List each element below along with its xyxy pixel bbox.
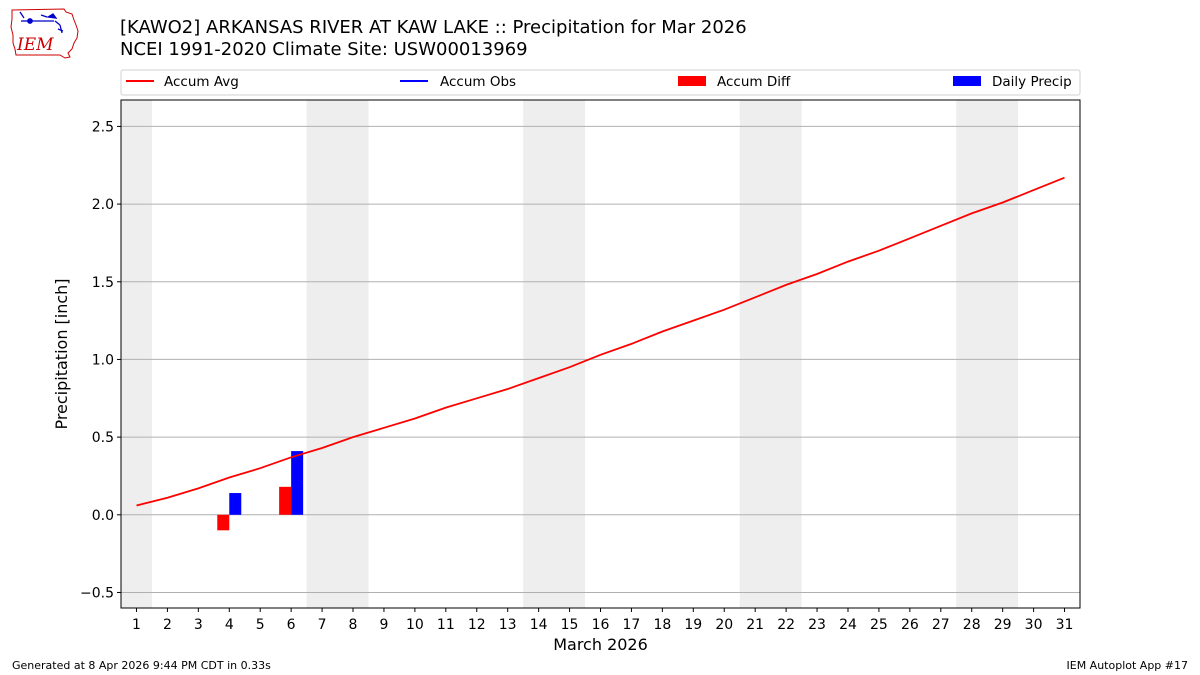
- accum-diff-bar: [279, 486, 292, 515]
- x-tick-label: 8: [349, 617, 358, 633]
- x-tick-label: 22: [777, 617, 795, 633]
- x-tick-label: 17: [623, 617, 641, 633]
- iowa-state-outline: [10, 8, 79, 59]
- x-tick-label: 3: [194, 617, 203, 633]
- daily-precip-bar: [291, 451, 304, 515]
- y-tick-label: 2.0: [92, 197, 114, 213]
- x-tick-label: 18: [653, 617, 671, 633]
- legend-swatch: [953, 76, 981, 86]
- x-tick-label: 30: [1025, 617, 1043, 633]
- chart-subtitle: NCEI 1991-2020 Climate Site: USW00013969: [120, 39, 528, 60]
- legend-box: [120, 69, 1081, 96]
- weather-symbols-icon: [19, 11, 64, 34]
- x-axis-label: March 2026: [553, 635, 648, 654]
- x-tick-label: 14: [530, 617, 548, 633]
- legend-label: Accum Diff: [717, 74, 791, 90]
- logo-text: IEM: [16, 35, 54, 55]
- y-tick-label: 2.5: [92, 119, 114, 135]
- accum-avg-line: [136, 176, 1065, 507]
- legend-label: Accum Obs: [440, 74, 516, 90]
- weekend-band: [306, 100, 369, 608]
- y-tick-label: 1.0: [92, 352, 114, 368]
- weekend-band: [523, 100, 586, 608]
- x-tick-label: 29: [994, 617, 1012, 633]
- x-tick-label: 2: [163, 617, 172, 633]
- x-tick-label: 13: [499, 617, 517, 633]
- x-tick-label: 24: [839, 617, 857, 633]
- x-tick-label: 20: [715, 617, 733, 633]
- x-tick-label: 16: [592, 617, 610, 633]
- x-tick-label: 21: [746, 617, 764, 633]
- x-tick-label: 11: [437, 617, 455, 633]
- x-tick-label: 27: [932, 617, 950, 633]
- generated-timestamp: Generated at 8 Apr 2026 9:44 PM CDT in 0…: [12, 659, 271, 672]
- app-credit: IEM Autoplot App #17: [1066, 659, 1189, 672]
- x-tick-label: 19: [684, 617, 702, 633]
- x-tick-label: 6: [287, 617, 296, 633]
- y-tick-label: 0.0: [92, 508, 114, 524]
- x-tick-label: 4: [225, 617, 234, 633]
- legend-label: Accum Avg: [164, 74, 239, 90]
- x-tick-label: 31: [1056, 617, 1074, 633]
- x-tick-label: 28: [963, 617, 981, 633]
- weekend-band: [739, 100, 802, 608]
- weekend-band: [121, 100, 152, 608]
- y-tick-label: −0.5: [80, 585, 114, 601]
- legend-label: Daily Precip: [992, 74, 1072, 90]
- chart-title: [KAWO2] ARKANSAS RIVER AT KAW LAKE :: Pr…: [120, 17, 747, 38]
- iem-logo: IEM: [10, 8, 79, 59]
- x-tick-label: 9: [379, 617, 388, 633]
- daily-precip-bar: [229, 493, 242, 515]
- x-tick-label: 1: [132, 617, 141, 633]
- y-tick-label: 1.5: [92, 275, 114, 291]
- x-tick-label: 12: [468, 617, 486, 633]
- legend-swatch: [678, 76, 706, 86]
- title-block: [KAWO2] ARKANSAS RIVER AT KAW LAKE :: Pr…: [120, 17, 747, 61]
- x-tick-label: 15: [561, 617, 579, 633]
- x-tick-label: 26: [901, 617, 919, 633]
- y-axis-label: Precipitation [inch]: [52, 278, 71, 429]
- x-tick-label: 23: [808, 617, 826, 633]
- x-tick-label: 7: [318, 617, 327, 633]
- weekend-band: [956, 100, 1019, 608]
- y-tick-label: 0.5: [92, 430, 114, 446]
- accum-diff-bar: [217, 514, 230, 531]
- x-tick-label: 5: [256, 617, 265, 633]
- x-tick-label: 25: [870, 617, 888, 633]
- x-tick-label: 10: [406, 617, 424, 633]
